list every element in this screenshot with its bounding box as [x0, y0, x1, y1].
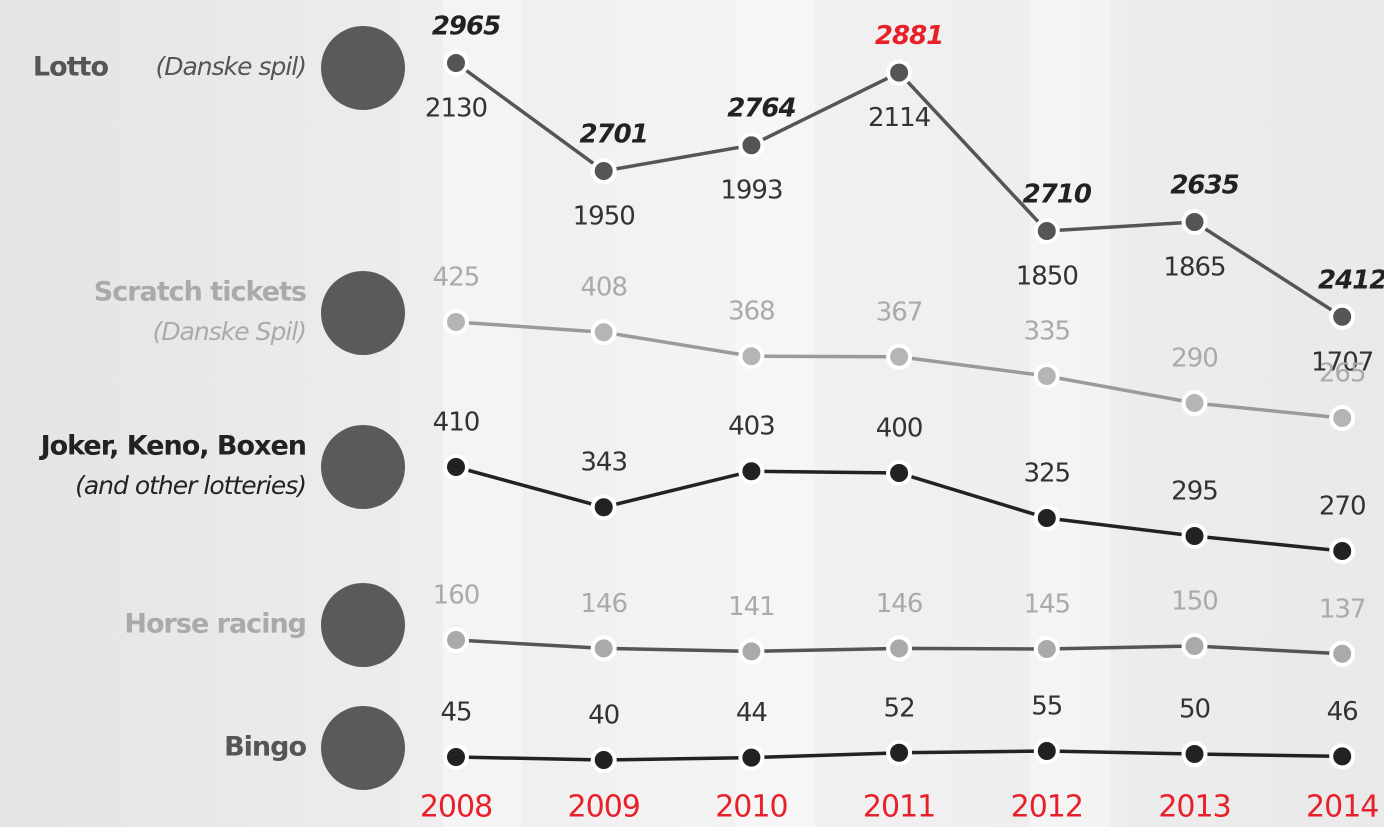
series-icon [321, 583, 405, 667]
series-icon [321, 26, 405, 110]
data-label: 403 [728, 412, 775, 442]
data-point [1181, 209, 1208, 235]
data-label: 410 [433, 408, 480, 438]
data-label: 367 [876, 297, 923, 327]
data-label: 52 [884, 693, 915, 723]
data-label: 137 [1319, 594, 1366, 624]
data-point [443, 309, 469, 335]
x-tick-label: 2012 [1011, 790, 1083, 825]
data-label: 146 [580, 589, 627, 619]
data-label: 400 [876, 414, 923, 444]
data-point [1181, 741, 1208, 767]
data-point [590, 158, 617, 184]
data-label: 150 [1171, 587, 1218, 617]
x-tick-label: 2009 [568, 790, 640, 825]
top-label: 2635 [1170, 171, 1238, 201]
series-icon [321, 706, 405, 790]
data-label: 265 [1319, 359, 1366, 389]
data-label: 1950 [573, 202, 635, 232]
data-point [590, 635, 617, 662]
x-tick-label: 2013 [1158, 790, 1230, 825]
data-label: 45 [440, 698, 471, 728]
data-label: 290 [1171, 344, 1218, 374]
data-label: 55 [1031, 692, 1062, 722]
data-label: 1865 [1163, 253, 1225, 283]
data-label: 141 [728, 592, 775, 622]
data-point [1033, 218, 1060, 244]
series-name: Scratch tickets [94, 277, 306, 308]
data-label: 408 [580, 273, 627, 303]
data-point [886, 635, 913, 662]
top-label: 2710 [1023, 180, 1092, 210]
data-point [1181, 633, 1208, 659]
series-name: Joker, Keno, Boxen [39, 431, 306, 462]
data-label: 325 [1023, 459, 1070, 489]
data-label: 1707 [1311, 347, 1373, 377]
data-point [1329, 405, 1356, 431]
data-label: 2114 [868, 103, 931, 133]
data-point [738, 638, 765, 665]
data-label: 270 [1319, 492, 1366, 522]
data-point [1181, 523, 1208, 549]
top-label: 2412 [1318, 265, 1384, 295]
data-point [1329, 743, 1356, 770]
data-label: 425 [433, 263, 480, 293]
data-point [1033, 636, 1060, 662]
x-tick-label: 2011 [863, 790, 935, 825]
top-label: 2701 [580, 120, 648, 150]
series-name: Bingo [224, 732, 306, 763]
data-point [1329, 538, 1356, 564]
data-point [1033, 738, 1060, 764]
data-label: 44 [736, 698, 768, 728]
data-point [886, 59, 913, 86]
data-label: 368 [728, 297, 775, 327]
top-label: 2881 [875, 21, 943, 51]
data-point [590, 319, 617, 346]
data-label: 40 [588, 701, 619, 731]
data-label: 335 [1023, 317, 1070, 347]
x-tick-label: 2008 [420, 790, 492, 825]
series-subname: (Danske Spil) [153, 317, 306, 346]
data-label: 160 [433, 581, 480, 611]
data-point [443, 50, 469, 76]
data-label: 1850 [1016, 262, 1078, 292]
data-point [1181, 390, 1208, 416]
data-point [738, 343, 765, 370]
series-subname: (Danske spil) [155, 52, 306, 81]
x-tick-label: 2010 [715, 790, 787, 825]
data-point [886, 739, 913, 766]
data-label: 295 [1171, 477, 1218, 507]
data-point [443, 627, 469, 653]
top-label: 2764 [727, 94, 795, 124]
data-point [738, 458, 765, 485]
data-label: 2130 [425, 94, 487, 124]
data-point [1033, 363, 1060, 389]
data-point [886, 343, 913, 370]
series-icon [321, 425, 405, 509]
data-point [886, 460, 913, 486]
series-icon [321, 271, 405, 355]
data-point [738, 132, 765, 159]
data-label: 145 [1023, 590, 1070, 620]
data-label: 46 [1327, 697, 1358, 727]
data-point [443, 744, 469, 770]
data-point [1329, 640, 1356, 667]
series-subname: (and other lotteries) [75, 471, 306, 500]
series-name: Horse racing [124, 609, 306, 640]
x-tick-label: 2014 [1306, 790, 1378, 825]
data-point [1329, 303, 1356, 330]
data-point [590, 494, 617, 521]
data-label: 343 [580, 448, 627, 478]
data-point [590, 747, 617, 773]
data-label: 1993 [720, 176, 782, 206]
data-label: 146 [876, 589, 923, 619]
top-label: 2965 [432, 12, 500, 42]
data-label: 50 [1179, 695, 1210, 725]
data-point [443, 454, 469, 480]
data-point [1033, 505, 1060, 531]
data-point [738, 744, 765, 771]
series-name: Lotto [33, 52, 109, 83]
